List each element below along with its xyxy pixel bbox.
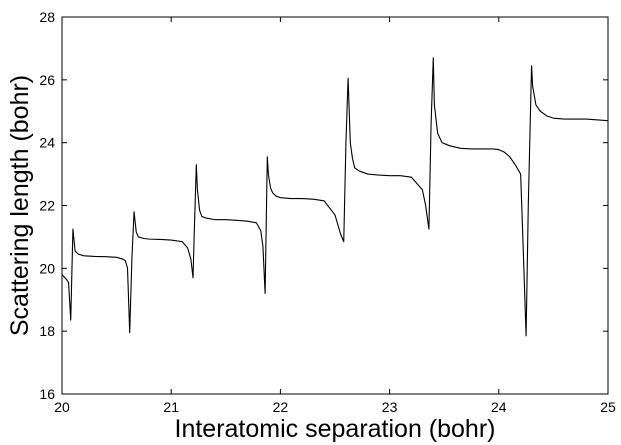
plot-frame — [61, 16, 609, 395]
y-tick-label: 16 — [39, 386, 55, 402]
y-tick-label: 22 — [39, 198, 55, 214]
x-tick-label: 25 — [600, 399, 616, 415]
y-tick-label: 24 — [39, 135, 55, 151]
y-axis-label: Scattering length (bohr) — [6, 75, 34, 336]
axis-ticks — [61, 16, 609, 395]
axis-tick-labels: 20 21 22 23 24 25 16 18 20 22 24 26 28 — [39, 9, 616, 415]
x-tick-label: 22 — [273, 399, 289, 415]
x-tick-label: 21 — [163, 399, 179, 415]
y-tick-label: 28 — [39, 9, 55, 25]
y-tick-label: 20 — [39, 260, 55, 276]
y-tick-label: 18 — [39, 323, 55, 339]
x-tick-label: 23 — [382, 399, 398, 415]
x-tick-label: 24 — [491, 399, 507, 415]
x-tick-label: 20 — [54, 399, 70, 415]
x-axis-label: Interatomic separation (bohr) — [175, 415, 496, 443]
plot-area-border — [61, 16, 609, 395]
scattering-length-curve — [61, 57, 609, 337]
y-tick-label: 26 — [39, 72, 55, 88]
